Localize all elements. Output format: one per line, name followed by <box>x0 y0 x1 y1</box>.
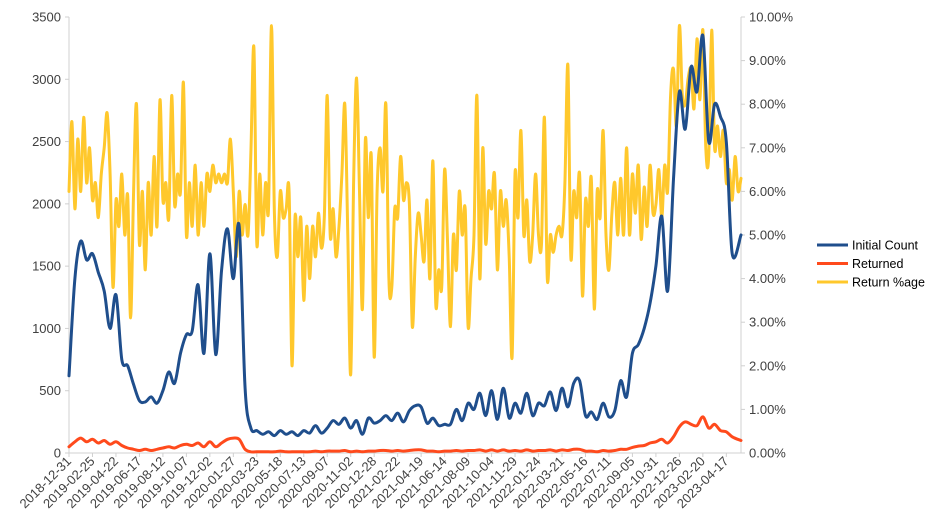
left-axis: 0 500 1000 1500 2000 2500 3000 3500 <box>32 10 69 461</box>
right-axis-tick-label: 1.00% <box>749 402 786 417</box>
right-axis-tick-label: 10.00% <box>749 10 794 25</box>
right-axis-tick-label: 6.00% <box>749 184 786 199</box>
x-axis: 2018-12-312019-02-252019-04-222019-06-17… <box>16 453 731 511</box>
left-axis-tick-label: 3500 <box>32 10 61 25</box>
right-axis: 0.00% 1.00% 2.00% 3.00% 4.00% 5.00% 6.00% 7.00%… <box>741 10 794 461</box>
left-axis-tick-label: 2000 <box>32 196 61 211</box>
right-axis-tick-label: 4.00% <box>749 271 786 286</box>
left-axis-tick-label: 500 <box>39 383 61 398</box>
legend-label-initial-count: Initial Count <box>852 239 919 253</box>
right-axis-tick-label: 0.00% <box>749 446 786 461</box>
right-axis-tick-label: 9.00% <box>749 53 786 68</box>
left-axis-tick-label: 2500 <box>32 134 61 149</box>
legend-label-return-age: Return %age <box>852 276 925 290</box>
series-line-returned <box>67 415 743 454</box>
right-axis-tick-label: 7.00% <box>749 140 786 155</box>
series-line-initial-count <box>67 33 743 438</box>
right-axis-tick-label: 5.00% <box>749 228 786 243</box>
right-axis-tick-label: 8.00% <box>749 97 786 112</box>
legend-label-returned: Returned <box>852 257 903 271</box>
left-axis-tick-label: 3000 <box>32 72 61 87</box>
left-axis-tick-label: 0 <box>54 446 61 461</box>
legend: Initial Count Returned Return %age <box>817 239 925 290</box>
left-axis-tick-label: 1500 <box>32 259 61 274</box>
right-axis-tick-label: 3.00% <box>749 315 786 330</box>
right-axis-tick-label: 2.00% <box>749 358 786 373</box>
series-layer <box>67 24 743 454</box>
series-line-return-age <box>67 24 743 377</box>
left-axis-tick-label: 1000 <box>32 321 61 336</box>
